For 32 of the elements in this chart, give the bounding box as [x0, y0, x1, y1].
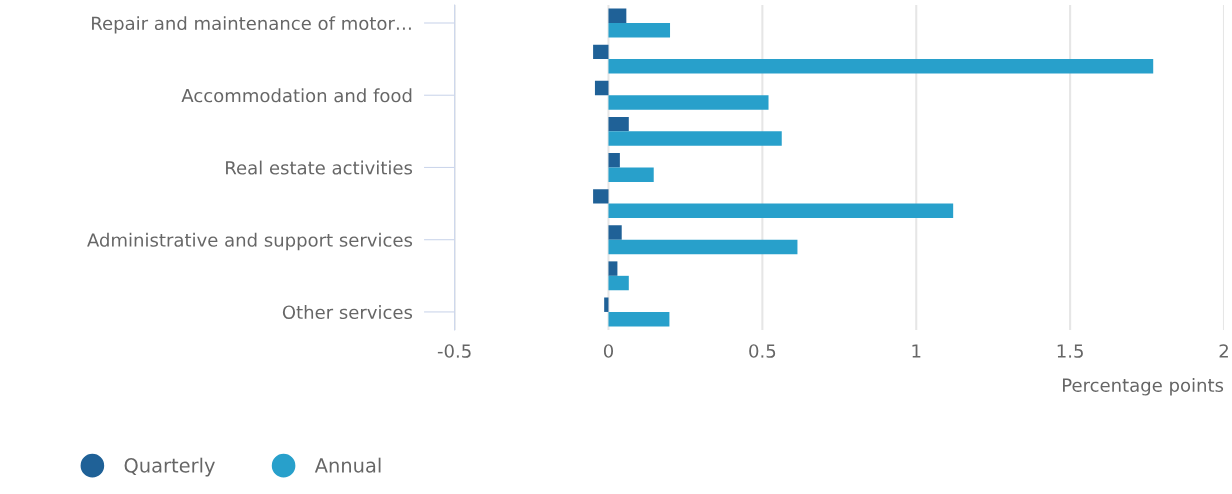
- bar: [608, 116, 629, 132]
- bar: [608, 275, 629, 291]
- x-tick-label: 0.5: [749, 344, 776, 358]
- bar: [608, 261, 618, 276]
- x-tick-label: 2: [1219, 344, 1228, 358]
- legend-label: Annual: [314, 457, 381, 473]
- x-tick-label: 0: [603, 344, 614, 358]
- x-tick-label: 1.5: [1057, 344, 1083, 358]
- y-tick-label: Other services: [282, 305, 413, 320]
- bar: [604, 297, 609, 312]
- bar: [608, 23, 671, 38]
- x-axis-title: Percentage points: [1063, 378, 1224, 396]
- bar: [608, 95, 769, 110]
- bar: [608, 311, 670, 327]
- bar: [608, 8, 627, 23]
- bar: [593, 189, 609, 204]
- bar: [608, 131, 782, 146]
- legend-label: Quarterly: [124, 457, 215, 477]
- y-tick-label: Accommodation and food: [181, 88, 412, 103]
- bar: [608, 239, 798, 255]
- bar: [608, 153, 620, 168]
- bar: [608, 59, 1154, 74]
- x-tick-label: -0.5: [437, 344, 471, 358]
- y-tick-label: Real estate activities: [226, 160, 413, 175]
- bar: [608, 225, 622, 240]
- x-tick-label: 1: [912, 344, 921, 358]
- y-tick-label: Repair and maintenance of motor…: [92, 16, 411, 34]
- bar: [608, 167, 654, 182]
- bar: [593, 44, 609, 60]
- bar: [608, 203, 954, 219]
- y-tick-label: Administrative and support services: [87, 232, 413, 251]
- bar: [594, 80, 609, 96]
